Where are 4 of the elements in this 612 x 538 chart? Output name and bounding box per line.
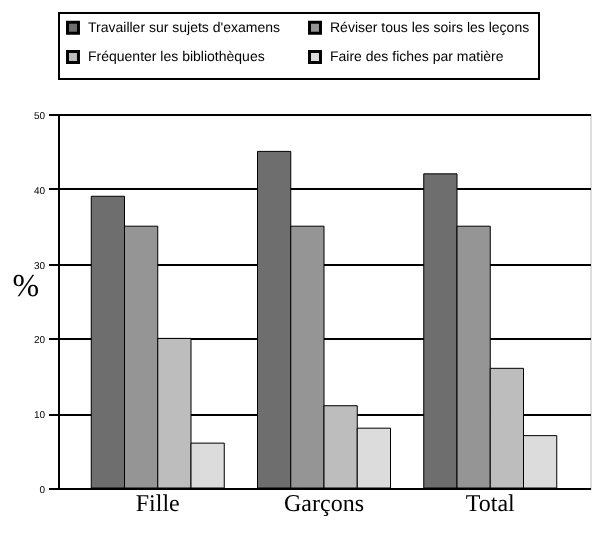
x-tick-label: Garçons <box>284 489 365 517</box>
y-axis-title: % <box>12 270 40 304</box>
x-tick-label: Total <box>465 489 517 517</box>
x-tick-label: Fille <box>135 489 180 517</box>
